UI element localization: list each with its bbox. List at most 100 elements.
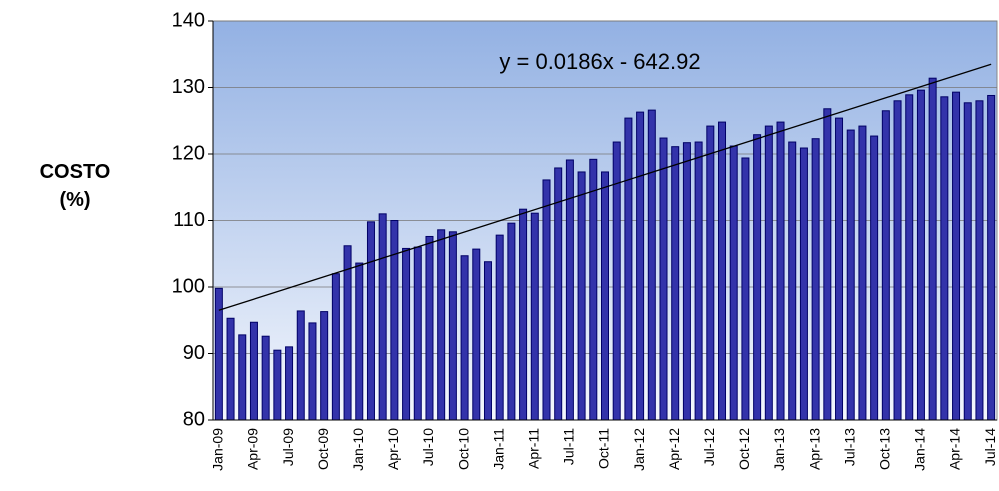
bar [718,121,727,421]
bar [975,100,984,421]
bar [624,117,633,421]
y-tick-label: 110 [173,209,205,231]
bar [694,141,703,421]
x-tick-label: Jul-09 [280,428,296,466]
trendline [218,63,992,311]
y-tick-label: 130 [172,76,205,98]
bar [355,262,364,421]
x-tick-label: Apr-12 [666,428,682,470]
bar [858,125,867,421]
bar [577,171,586,421]
x-tick-label: Apr-11 [525,428,541,469]
x-tick-label: Apr-14 [947,428,963,470]
bar [425,235,434,421]
x-tick-label: Jan-12 [631,428,647,471]
bar [331,273,340,421]
bar [729,145,738,421]
x-tick-label: Jan-13 [771,428,787,471]
bar [846,129,855,421]
bar [905,94,914,421]
bar [601,171,609,421]
bar [308,322,317,421]
bar [472,248,481,421]
bar [881,110,890,421]
bar [366,221,375,421]
y-axis-label: COSTO (%) [39,161,111,211]
bar [589,158,598,421]
bar [554,167,563,421]
bar [261,335,270,421]
bar [214,287,223,421]
bar [916,89,925,421]
x-tick-label: Apr-09 [245,428,261,470]
bar [285,346,294,421]
y-tick-label: 140 [172,9,205,31]
bar [437,229,446,421]
bar [402,247,411,421]
bar [659,137,668,421]
bar [741,157,750,421]
x-tick-label: Jan-11 [490,428,506,470]
bar [706,125,715,421]
bar [928,77,937,421]
bar [788,141,797,421]
bar [647,109,656,421]
y-tick-label: 80 [183,408,205,430]
x-tick-label: Jul-10 [420,428,436,466]
x-tick-label: Oct-12 [736,428,752,470]
x-tick-label: Apr-10 [385,428,401,470]
bar [542,179,551,421]
x-tick-label: Oct-09 [315,428,331,470]
bar [893,100,902,421]
y-tick-label: 90 [183,342,205,364]
y-tick-label: 120 [172,142,205,164]
x-tick-label: Jan-14 [912,428,928,471]
bar [811,138,820,421]
bar [296,310,305,421]
x-tick-label: Apr-13 [806,428,822,470]
bar [776,121,785,421]
bar [753,134,762,421]
x-tick-label: Jan-10 [350,428,366,471]
x-tick-label: Oct-11 [596,428,612,469]
bar [987,94,996,421]
y-tick-label: 100 [172,275,205,297]
bar [963,102,972,421]
bar [682,142,691,421]
bar [952,91,961,421]
bar [764,125,773,421]
bar [671,146,680,421]
bar [226,317,235,421]
x-tick-label: Jul-14 [982,428,998,466]
bar [273,349,282,421]
x-tick-label: Jan-09 [210,428,226,471]
bar [413,246,422,421]
bar [835,117,844,421]
x-tick-label: Oct-13 [877,428,893,470]
bar [519,208,528,421]
bar [870,135,879,421]
bar [483,261,492,421]
x-tick-label: Jul-11 [561,428,577,465]
bar [799,147,808,421]
bar [636,111,645,421]
bar [823,108,832,421]
bar [249,321,258,421]
x-tick-label: Oct-10 [455,428,471,470]
x-tick-label: Jul-12 [701,428,717,466]
x-tick-label: Jul-13 [841,428,857,466]
bar [507,222,516,421]
bar [390,220,399,421]
bar [530,212,539,421]
bar [460,255,469,421]
bar [940,96,949,421]
bar [378,213,387,421]
bar [495,234,504,421]
trendline-label: y = 0.0186x - 642.92 [499,49,700,74]
bar [343,245,352,421]
bar [448,231,457,421]
bar [238,334,247,421]
bar [320,311,329,421]
